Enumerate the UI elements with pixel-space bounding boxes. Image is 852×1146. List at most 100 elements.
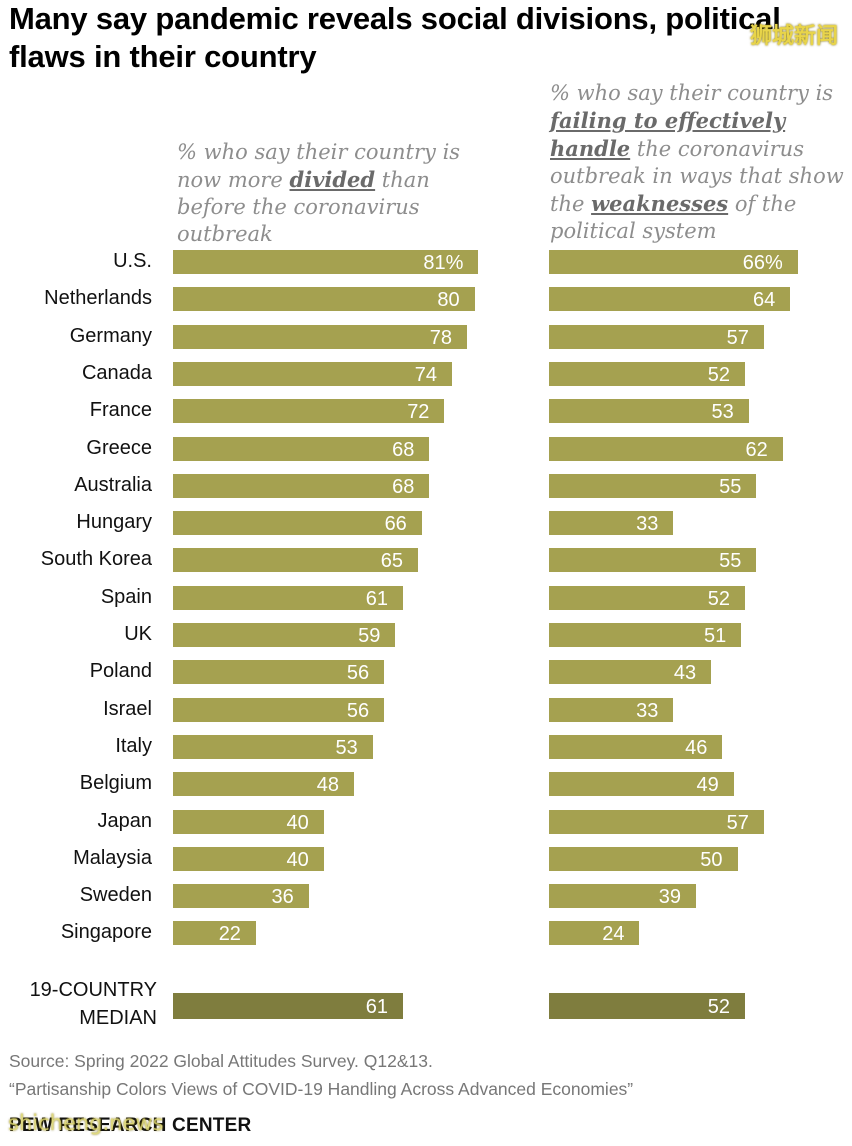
data-label-failing-canada: 52 — [707, 363, 731, 386]
chart-title-line-2: flaws in their country — [9, 39, 317, 74]
data-label-divided-canada: 74 — [414, 363, 437, 386]
data-label-failing-sweden: 39 — [658, 886, 682, 909]
bar-divided-australia — [173, 473, 430, 498]
data-label-divided-hungary: 66 — [384, 513, 407, 536]
data-label-divided-singapore: 22 — [218, 923, 241, 946]
bar-failing-spain — [549, 585, 746, 610]
data-label-failing-italy: 46 — [685, 736, 708, 759]
median-value-failing: 52 — [707, 996, 731, 1018]
watermark-bottom: shicheng.news — [8, 1111, 164, 1135]
data-label-failing-australia: 55 — [719, 475, 742, 498]
category-label-uk: UK — [124, 623, 152, 645]
left-header-emph: divided — [289, 167, 376, 192]
bar-failing-israel — [549, 697, 674, 722]
bar-divided-uk — [173, 623, 396, 647]
right-column-header: % who say their country is failing to ef… — [550, 80, 850, 245]
data-label-failing-japan: 57 — [726, 811, 749, 834]
data-label-failing-poland: 43 — [673, 662, 697, 685]
bar-divided-sweden — [173, 884, 309, 909]
right-header-emph-1: failing to effectively handle — [550, 108, 786, 161]
data-label-divided-uk: 59 — [358, 625, 381, 647]
chart-title-line-1: Many say pandemic reveals social divisio… — [9, 1, 781, 36]
data-label-failing-malaysia: 50 — [700, 848, 723, 871]
watermark-top: 狮城新闻 — [749, 24, 838, 49]
data-label-divided-israel: 56 — [346, 699, 370, 722]
data-label-divided-poland: 56 — [346, 662, 370, 685]
source-note: Source: Spring 2022 Global Attitudes Sur… — [9, 1047, 849, 1103]
category-label-canada: Canada — [81, 361, 152, 384]
bar-divided-malaysia — [173, 846, 324, 871]
category-label-poland: Poland — [89, 660, 152, 683]
bar-failing-singapore — [549, 921, 640, 946]
category-label-japan: Japan — [97, 809, 153, 832]
bar-failing-belgium — [549, 772, 734, 797]
bar-divided-u-s — [173, 250, 479, 274]
bar-failing-netherlands — [549, 287, 791, 312]
bar-failing-malaysia — [549, 846, 738, 871]
category-label-belgium: Belgium — [79, 772, 152, 795]
category-label-greece: Greece — [86, 436, 152, 459]
data-label-failing-belgium: 49 — [696, 774, 719, 797]
data-label-divided-japan: 40 — [286, 811, 309, 834]
data-label-divided-france: 72 — [407, 401, 430, 424]
bar-failing-uk — [549, 623, 742, 647]
source-line-2: “Partisanship Colors Views of COVID-19 H… — [9, 1079, 634, 1099]
median-bar-divided — [173, 993, 403, 1019]
bar-failing-poland — [549, 660, 712, 685]
bar-failing-sweden — [549, 884, 697, 909]
bar-failing-germany — [549, 324, 764, 349]
bar-divided-italy — [173, 734, 373, 759]
category-label-australia: Australia — [74, 473, 152, 496]
bar-failing-hungary — [549, 511, 674, 536]
data-label-failing-spain: 52 — [707, 587, 731, 610]
right-header-mid: the coronavirus outbreak in ways that sh… — [550, 137, 844, 216]
data-label-failing-uk: 51 — [704, 625, 727, 647]
bar-divided-hungary — [173, 511, 422, 536]
bar-failing-canada — [549, 361, 746, 386]
data-label-divided-greece: 68 — [392, 438, 415, 461]
category-label-hungary: Hungary — [76, 511, 152, 534]
category-label-france: France — [89, 399, 152, 422]
data-label-failing-south-korea: 55 — [719, 550, 742, 573]
data-label-failing-israel: 33 — [636, 699, 659, 722]
bar-failing-greece — [549, 436, 783, 461]
data-label-failing-france: 53 — [711, 401, 734, 424]
bar-divided-germany — [173, 324, 468, 349]
bar-divided-canada — [173, 361, 452, 386]
bar-failing-italy — [549, 734, 723, 759]
data-label-divided-belgium: 48 — [316, 774, 339, 797]
data-label-failing-greece: 62 — [745, 438, 768, 461]
median-label-line-1: 19-COUNTRY — [29, 979, 157, 1001]
chart-title: Many say pandemic reveals social divisio… — [9, 0, 829, 76]
data-label-divided-italy: 53 — [335, 736, 358, 759]
data-label-divided-malaysia: 40 — [286, 848, 309, 871]
category-label-germany: Germany — [69, 324, 152, 347]
category-label-sweden: Sweden — [79, 884, 152, 907]
median-bar-failing — [549, 993, 746, 1019]
data-label-failing-netherlands: 64 — [753, 289, 776, 312]
left-header-pre: % who say their country is now more — [177, 140, 461, 192]
median-category-label: 19-COUNTRY MEDIAN — [0, 976, 157, 1032]
left-column-header: % who say their country is now more divi… — [177, 139, 477, 248]
category-label-malaysia: Malaysia — [73, 846, 152, 869]
data-label-divided-south-korea: 65 — [380, 550, 404, 573]
right-header-emph-2: weaknesses — [591, 191, 729, 216]
bar-divided-israel — [173, 697, 385, 722]
bar-failing-australia — [549, 473, 757, 498]
data-label-failing-u-s: 66% — [742, 252, 783, 274]
data-label-divided-germany: 78 — [429, 326, 453, 349]
bar-divided-greece — [173, 436, 430, 461]
data-label-divided-u-s: 81% — [423, 252, 464, 274]
category-label-netherlands: Netherlands — [44, 287, 152, 310]
right-header-post: of the political system — [550, 192, 797, 243]
pew-research-logo: PEW RESEARCH CENTER — [9, 1115, 252, 1136]
bar-divided-japan — [173, 809, 324, 834]
bar-failing-south-korea — [549, 548, 757, 573]
category-label-south-korea: South Korea — [40, 548, 152, 571]
median-value-divided: 61 — [365, 996, 388, 1018]
category-label-spain: Spain — [100, 585, 152, 608]
category-label-israel: Israel — [103, 697, 152, 720]
bar-divided-spain — [173, 585, 403, 610]
data-label-divided-australia: 68 — [392, 475, 415, 498]
data-label-failing-hungary: 33 — [636, 513, 659, 536]
